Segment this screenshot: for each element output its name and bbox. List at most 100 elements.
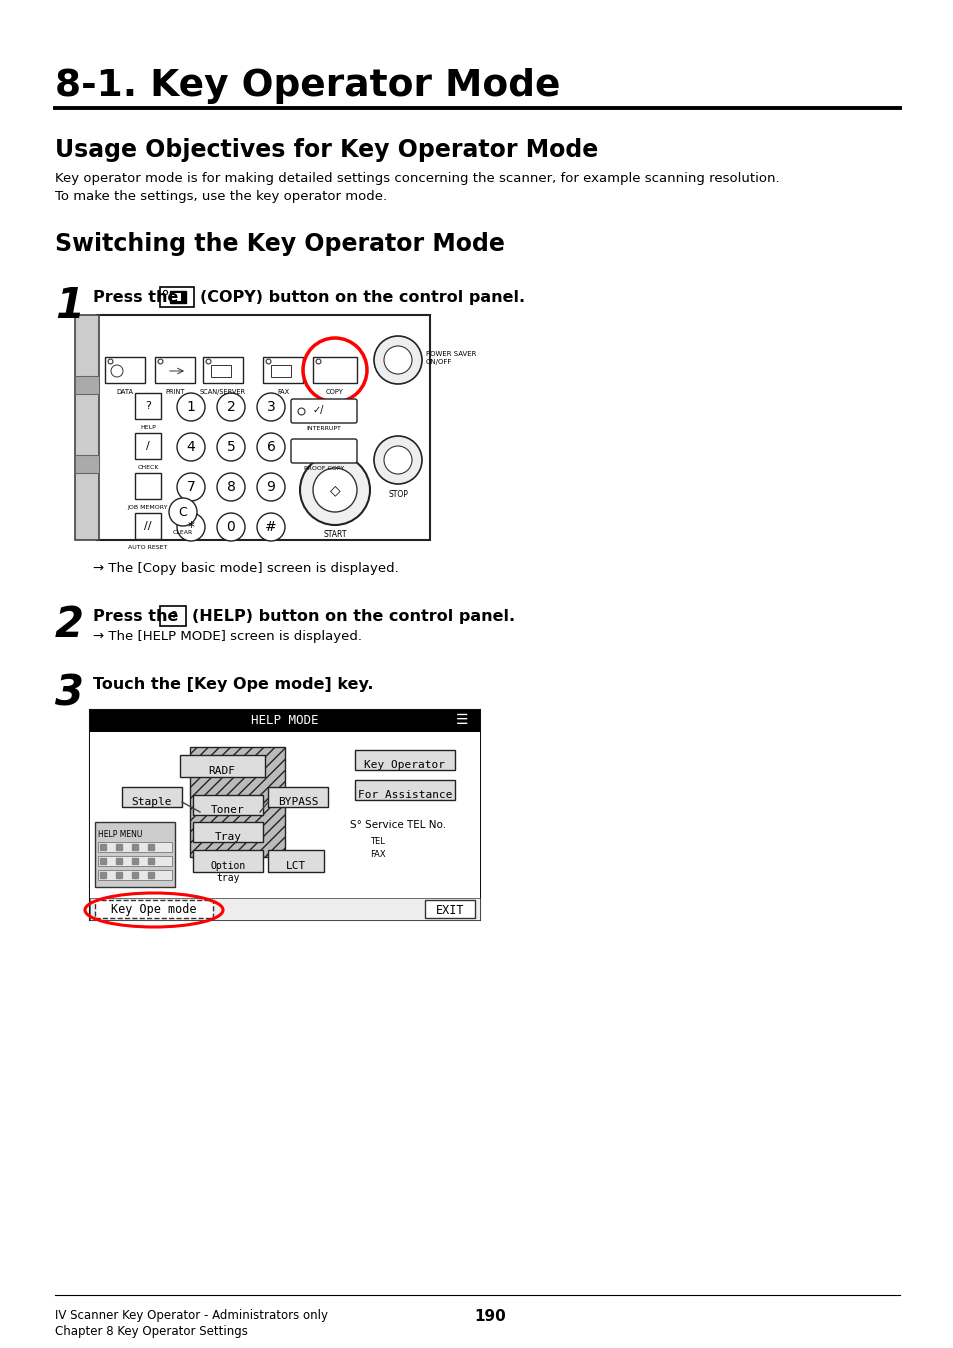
FancyBboxPatch shape: [291, 439, 356, 462]
Bar: [313, 357, 356, 383]
Text: HELP MENU: HELP MENU: [98, 830, 142, 838]
Bar: [160, 607, 186, 625]
Text: POWER SAVER
ON/OFF: POWER SAVER ON/OFF: [426, 350, 476, 365]
Text: Chapter 8 Key Operator Settings: Chapter 8 Key Operator Settings: [55, 1325, 248, 1339]
Text: Staple: Staple: [132, 797, 172, 807]
Bar: [75, 376, 99, 394]
Text: 3: 3: [266, 400, 275, 414]
Text: COPY: COPY: [326, 390, 344, 395]
Bar: [95, 900, 213, 918]
Bar: [95, 822, 174, 887]
Text: To make the settings, use the key operator mode.: To make the settings, use the key operat…: [55, 190, 387, 204]
Circle shape: [177, 394, 205, 421]
Text: Key Operator: Key Operator: [364, 760, 445, 770]
Text: 8-1. Key Operator Mode: 8-1. Key Operator Mode: [55, 67, 560, 104]
Bar: [263, 357, 303, 383]
Bar: [190, 747, 285, 857]
Bar: [90, 732, 479, 919]
Bar: [154, 357, 194, 383]
Circle shape: [216, 433, 245, 461]
Bar: [97, 315, 430, 541]
Circle shape: [384, 346, 412, 373]
Circle shape: [374, 435, 421, 484]
Text: #: #: [265, 520, 276, 534]
FancyBboxPatch shape: [170, 291, 186, 303]
Text: AUTO RESET: AUTO RESET: [128, 545, 168, 550]
Text: *: *: [188, 520, 194, 534]
Circle shape: [216, 514, 245, 541]
Bar: [90, 710, 479, 732]
Bar: [75, 315, 99, 541]
Circle shape: [177, 514, 205, 541]
Text: Press the: Press the: [92, 290, 178, 305]
Bar: [135, 514, 161, 539]
Bar: [424, 900, 475, 918]
Circle shape: [216, 394, 245, 421]
Bar: [135, 394, 161, 419]
Circle shape: [384, 446, 412, 474]
Circle shape: [216, 473, 245, 501]
Text: JOB MEMORY: JOB MEMORY: [128, 506, 168, 510]
Text: FAX: FAX: [370, 851, 385, 859]
FancyBboxPatch shape: [180, 755, 265, 776]
Text: Usage Objectives for Key Operator Mode: Usage Objectives for Key Operator Mode: [55, 137, 598, 162]
Text: CHECK: CHECK: [137, 465, 158, 470]
FancyBboxPatch shape: [291, 399, 356, 423]
Text: 2: 2: [55, 604, 84, 646]
Text: /: /: [146, 441, 150, 452]
FancyBboxPatch shape: [193, 822, 263, 842]
Text: PROOF COPY: PROOF COPY: [304, 466, 344, 470]
FancyBboxPatch shape: [172, 293, 181, 301]
FancyBboxPatch shape: [160, 287, 193, 307]
Text: Tray: Tray: [214, 832, 241, 842]
Text: Option
tray: Option tray: [211, 861, 245, 883]
FancyBboxPatch shape: [268, 787, 328, 807]
Text: DATA: DATA: [116, 390, 133, 395]
Circle shape: [256, 473, 285, 501]
Circle shape: [374, 336, 421, 384]
Bar: [135, 433, 161, 460]
Text: EXIT: EXIT: [436, 903, 464, 917]
Text: 3: 3: [55, 673, 84, 714]
Text: HELP MODE: HELP MODE: [251, 713, 318, 727]
Text: ✓/: ✓/: [313, 404, 324, 415]
Text: ?: ?: [170, 609, 176, 623]
Bar: [211, 365, 231, 377]
Bar: [135, 473, 161, 499]
Text: ☰: ☰: [456, 713, 468, 727]
Text: LCT: LCT: [286, 861, 306, 871]
Text: STOP: STOP: [388, 491, 408, 499]
Text: TEL: TEL: [370, 837, 384, 847]
Text: 4: 4: [187, 439, 195, 454]
Bar: [271, 365, 291, 377]
Text: Touch the [Key Ope mode] key.: Touch the [Key Ope mode] key.: [92, 677, 374, 692]
Text: C: C: [178, 506, 187, 519]
Text: → The [Copy basic mode] screen is displayed.: → The [Copy basic mode] screen is displa…: [92, 562, 398, 576]
Text: RADF: RADF: [209, 766, 235, 776]
FancyBboxPatch shape: [193, 851, 263, 872]
Bar: [90, 898, 479, 919]
Bar: [105, 357, 145, 383]
Text: IV Scanner Key Operator - Administrators only: IV Scanner Key Operator - Administrators…: [55, 1309, 328, 1322]
Text: 1: 1: [55, 284, 84, 328]
Bar: [98, 869, 172, 880]
Text: FAX: FAX: [276, 390, 289, 395]
Text: 2: 2: [227, 400, 235, 414]
Text: 9: 9: [266, 480, 275, 493]
Text: Toner: Toner: [211, 805, 245, 816]
Text: 5: 5: [227, 439, 235, 454]
Text: PRINT: PRINT: [165, 390, 185, 395]
Text: → The [HELP MODE] screen is displayed.: → The [HELP MODE] screen is displayed.: [92, 630, 361, 643]
Text: (HELP) button on the control panel.: (HELP) button on the control panel.: [192, 609, 515, 624]
Text: Switching the Key Operator Mode: Switching the Key Operator Mode: [55, 232, 504, 256]
Text: 7: 7: [187, 480, 195, 493]
Text: ?: ?: [145, 400, 151, 411]
Circle shape: [256, 394, 285, 421]
Text: HELP: HELP: [140, 425, 155, 430]
Text: SCAN/SERVER: SCAN/SERVER: [200, 390, 246, 395]
FancyBboxPatch shape: [355, 749, 455, 770]
Bar: [98, 842, 172, 852]
Circle shape: [313, 468, 356, 512]
FancyBboxPatch shape: [268, 851, 324, 872]
Bar: [203, 357, 243, 383]
